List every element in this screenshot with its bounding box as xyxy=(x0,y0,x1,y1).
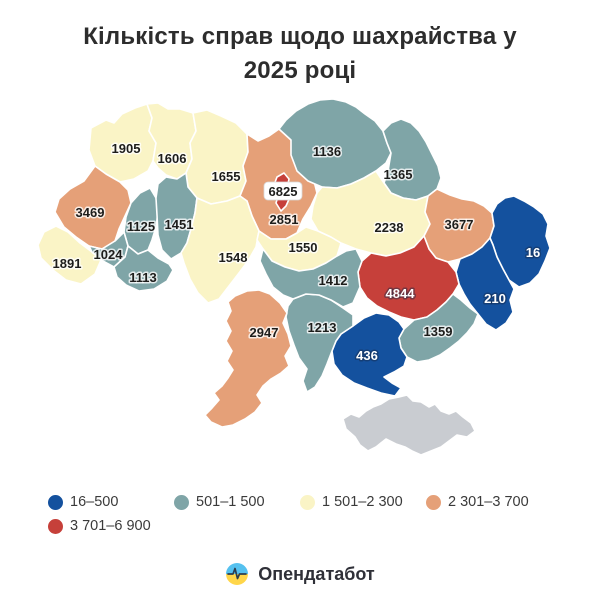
region-value-dnipropetrovsk: 4844 xyxy=(386,286,416,301)
legend-label: 2 301–3 700 xyxy=(448,494,529,510)
region-value-chernihiv: 1136 xyxy=(313,144,341,159)
page-title: Кількість справ щодо шахрайства у 2025 р… xyxy=(0,20,600,88)
region-value-khmelnytskyi: 1451 xyxy=(165,217,194,232)
region-value-volyn: 1905 xyxy=(112,141,141,156)
region-value-luhansk: 16 xyxy=(526,245,540,260)
region-donetsk xyxy=(455,237,515,331)
legend-label: 501–1 500 xyxy=(196,494,265,510)
region-value-kirovohrad: 1412 xyxy=(319,273,348,288)
legend-item-1501-2300: 1 501–2 300 xyxy=(300,494,403,510)
opendatabot-logo-icon xyxy=(226,563,249,585)
region-vinnytsia xyxy=(180,195,260,304)
legend-item-3701-6900: 3 701–6 900 xyxy=(48,518,151,534)
region-zakarpattia xyxy=(37,225,102,285)
region-crimea xyxy=(342,394,476,456)
region-value-zhytomyr: 1655 xyxy=(212,169,241,184)
region-value-zakarpattia: 1891 xyxy=(53,256,82,271)
region-value-sumy: 1365 xyxy=(384,167,413,182)
legend-label: 3 701–6 900 xyxy=(70,518,151,534)
region-kherson xyxy=(331,312,408,397)
page-title-line2: 2025 році xyxy=(243,57,357,84)
region-value-kharkiv: 3677 xyxy=(445,217,474,232)
footer-brand: Опендатабот xyxy=(0,562,600,586)
region-value-odesa: 2947 xyxy=(250,325,279,340)
region-chernivtsi xyxy=(113,245,174,292)
legend-label: 1 501–2 300 xyxy=(322,494,403,510)
region-value-donetsk: 210 xyxy=(484,291,506,306)
region-value-zaporizhzhia: 1359 xyxy=(424,324,453,339)
brand-name: Опендатабот xyxy=(258,563,375,584)
legend-dot-blue-icon xyxy=(48,494,63,510)
page-title-line1: Кількість справ щодо шахрайства у xyxy=(83,23,517,50)
region-zhytomyr xyxy=(185,109,249,205)
region-value-kyiv-oblast: 2851 xyxy=(270,212,299,227)
region-value-kyiv-city: 6825 xyxy=(269,184,298,199)
region-lviv xyxy=(54,165,132,250)
legend-dot-red-icon xyxy=(48,518,63,534)
region-kirovohrad xyxy=(259,248,363,308)
region-value-cherkasy: 1550 xyxy=(289,240,318,255)
region-value-mykolaiv: 1213 xyxy=(308,320,337,335)
region-value-lviv: 3469 xyxy=(76,205,105,220)
region-value-rivne: 1606 xyxy=(158,151,187,166)
kyiv-city-label-pill xyxy=(263,181,303,201)
region-value-chernivtsi: 1113 xyxy=(129,270,157,285)
legend-dot-yellow-icon xyxy=(300,494,315,510)
legend-item-16-500: 16–500 xyxy=(48,494,118,510)
region-value-kherson: 436 xyxy=(356,348,378,363)
region-odesa xyxy=(204,289,292,428)
legend-dot-orange-icon xyxy=(426,494,441,510)
legend-label: 16–500 xyxy=(70,494,119,510)
region-value-ivano-frankivsk: 1024 xyxy=(94,247,124,262)
legend-dot-teal-icon xyxy=(174,494,189,510)
legend-item-2301-3700: 2 301–3 700 xyxy=(426,494,529,510)
region-sumy xyxy=(382,118,442,201)
region-value-ternopil: 1125 xyxy=(127,219,155,234)
region-value-vinnytsia: 1548 xyxy=(219,250,248,265)
legend-item-501-1500: 501–1 500 xyxy=(174,494,265,510)
region-value-poltava: 2238 xyxy=(375,220,404,235)
